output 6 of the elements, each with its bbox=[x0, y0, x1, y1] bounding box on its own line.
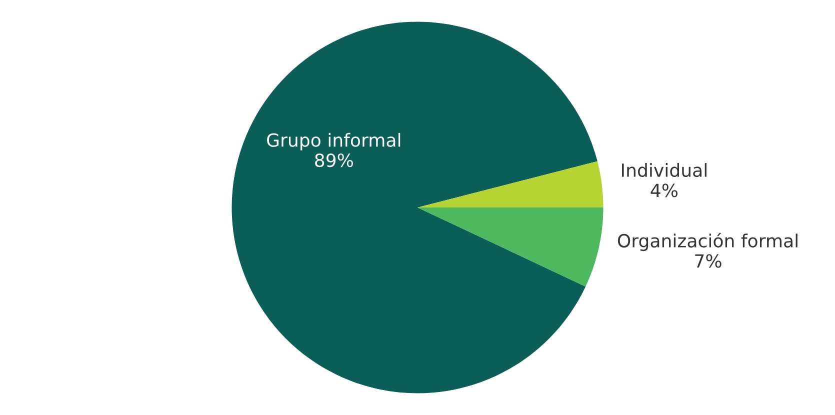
slice-label: Grupo informal bbox=[267, 132, 400, 150]
slice-label: Organización formal bbox=[618, 232, 798, 252]
data-label: 4% bbox=[650, 184, 678, 198]
data-label: 89% bbox=[315, 153, 353, 168]
data-label: 7% bbox=[695, 254, 722, 268]
slice-label: Individual bbox=[622, 163, 706, 178]
